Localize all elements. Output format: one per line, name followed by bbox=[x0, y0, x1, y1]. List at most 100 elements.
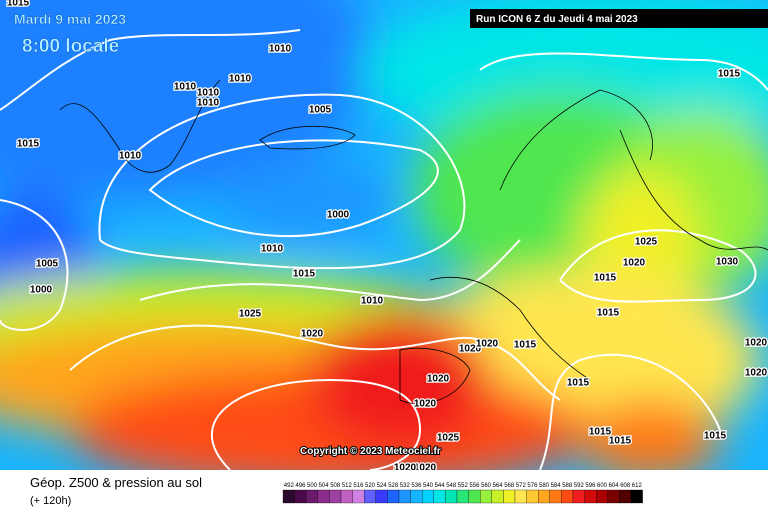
legend-swatch bbox=[352, 489, 365, 504]
isobar-label: 1010 bbox=[119, 151, 142, 162]
isobar-label: 1015 bbox=[293, 269, 316, 280]
legend-swatch bbox=[456, 489, 469, 504]
legend-swatch bbox=[398, 489, 411, 504]
isobar-label: 1020 bbox=[394, 463, 417, 474]
legend-swatch bbox=[468, 489, 481, 504]
legend-label: 572 bbox=[516, 483, 527, 489]
legend-swatch bbox=[491, 489, 504, 504]
legend-swatch bbox=[317, 489, 330, 504]
isobar-label: 1015 bbox=[514, 340, 537, 351]
legend-label: 500 bbox=[307, 483, 318, 489]
isobar-label: 1025 bbox=[239, 309, 262, 320]
isobar-label: 1015 bbox=[589, 427, 612, 438]
legend-swatch bbox=[607, 489, 620, 504]
legend-label: 528 bbox=[388, 483, 399, 489]
isobar-label: 1010 bbox=[361, 296, 384, 307]
isobar-label: 1020 bbox=[623, 258, 646, 269]
isobar-label: 1020 bbox=[301, 329, 324, 340]
legend-label: 496 bbox=[295, 483, 306, 489]
legend-label: 552 bbox=[458, 483, 469, 489]
legend-label: 556 bbox=[469, 483, 480, 489]
legend-label: 608 bbox=[620, 483, 631, 489]
legend-swatch bbox=[561, 489, 574, 504]
legend-swatch bbox=[294, 489, 307, 504]
isobar-label: 1010 bbox=[197, 98, 220, 109]
isobar-label: 1015 bbox=[17, 139, 40, 150]
legend-label: 512 bbox=[342, 483, 353, 489]
isobar-label: 1010 bbox=[261, 244, 284, 255]
isobar-label: 1010 bbox=[174, 82, 197, 93]
legend-swatch bbox=[538, 489, 550, 504]
isobar-label: 1020 bbox=[476, 339, 499, 350]
isobar-label: 1020 bbox=[414, 463, 437, 474]
isobar-label: 1020 bbox=[745, 338, 768, 349]
isobar-label: 1010 bbox=[197, 88, 220, 99]
legend-swatch bbox=[306, 489, 318, 504]
isobar-label: 1025 bbox=[437, 433, 460, 444]
legend-label: 596 bbox=[585, 483, 596, 489]
legend-swatch bbox=[282, 489, 295, 504]
legend-swatch bbox=[364, 489, 376, 504]
legend-swatch bbox=[596, 489, 608, 504]
isobar-label: 1015 bbox=[704, 431, 727, 442]
legend-swatch bbox=[375, 489, 388, 504]
local-time: 8:00 locale bbox=[22, 36, 119, 57]
legend-swatch bbox=[329, 489, 342, 504]
legend-label: 588 bbox=[562, 483, 573, 489]
legend-swatch bbox=[514, 489, 527, 504]
isobar-label: 1010 bbox=[269, 44, 292, 55]
legend-label: 492 bbox=[284, 483, 295, 489]
date: Mardi 9 mai 2023 bbox=[14, 11, 126, 27]
isobar-label: 1020 bbox=[459, 344, 482, 355]
legend-label: 532 bbox=[400, 483, 411, 489]
isobar-label: 1020 bbox=[745, 368, 768, 379]
isobar-label: 1015 bbox=[597, 308, 620, 319]
legend-label: 540 bbox=[423, 483, 434, 489]
copyright: Copyright © 2023 Meteociel.fr bbox=[300, 446, 441, 457]
legend-swatch bbox=[584, 489, 597, 504]
legend-swatch bbox=[503, 489, 516, 504]
legend-label: 508 bbox=[330, 483, 341, 489]
legend-label: 564 bbox=[493, 483, 504, 489]
legend-swatch bbox=[526, 489, 539, 504]
legend-label: 580 bbox=[539, 483, 550, 489]
legend-swatch bbox=[630, 489, 643, 504]
isobar-label: 1015 bbox=[594, 273, 617, 284]
isobar-label: 1020 bbox=[427, 374, 450, 385]
isobar-labels: 1015101010101010101010101005101510101000… bbox=[6, 0, 768, 474]
isobar-label: 1000 bbox=[30, 285, 53, 296]
legend-label: 520 bbox=[365, 483, 376, 489]
isobar-label: 1015 bbox=[7, 0, 30, 9]
isobar-label: 1025 bbox=[635, 237, 658, 248]
isobar-label: 1030 bbox=[716, 257, 739, 268]
product-title: Géop. Z500 & pression au sol bbox=[30, 475, 202, 490]
legend-label: 524 bbox=[377, 483, 388, 489]
isobar-label: 1020 bbox=[414, 399, 437, 410]
legend-label: 584 bbox=[551, 483, 562, 489]
legend-swatch bbox=[433, 489, 446, 504]
isobar-label: 1010 bbox=[229, 74, 252, 85]
legend-label: 536 bbox=[411, 483, 422, 489]
legend-label: 548 bbox=[446, 483, 457, 489]
map: 1015101010101010101010101005101510101000… bbox=[0, 0, 768, 474]
legend-swatch bbox=[410, 489, 423, 504]
legend-label: 560 bbox=[481, 483, 492, 489]
legend-label: 592 bbox=[574, 483, 585, 489]
legend-swatch bbox=[340, 489, 353, 504]
legend-swatch bbox=[445, 489, 458, 504]
legend: 492 496 500 504 508 512 516 520 524 528 532 536 540 5… bbox=[282, 483, 643, 504]
legend-label: 516 bbox=[353, 483, 364, 489]
isobars bbox=[0, 29, 768, 470]
legend-swatch bbox=[387, 489, 400, 504]
legend-label: 576 bbox=[527, 483, 538, 489]
isobar-label: 1015 bbox=[718, 69, 741, 80]
legend-swatch bbox=[549, 489, 562, 504]
coastlines bbox=[59, 79, 768, 404]
legend-swatch bbox=[619, 489, 632, 504]
isobar-label: 1005 bbox=[36, 259, 59, 270]
isobar-label: 1000 bbox=[327, 210, 350, 221]
legend-label: 612 bbox=[632, 483, 643, 489]
isobar-label: 1005 bbox=[309, 105, 332, 116]
isobar-label: 1015 bbox=[609, 436, 632, 447]
